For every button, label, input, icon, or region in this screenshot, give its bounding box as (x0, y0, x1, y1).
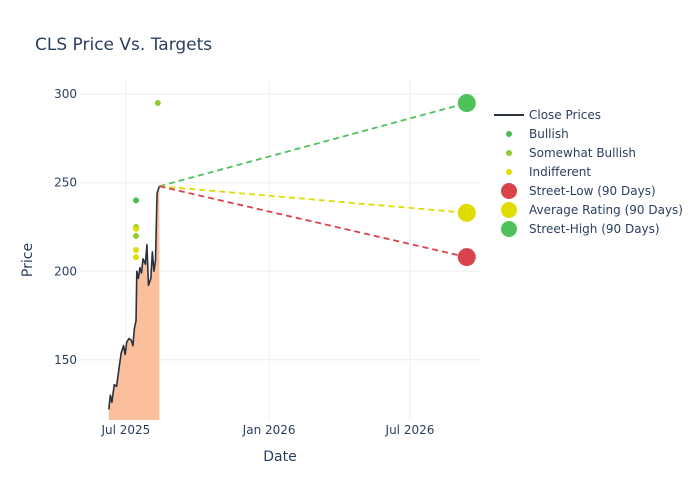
street-low-target-line (159, 185, 467, 258)
legend: Close Prices Bullish Somewhat Bullish Indif… (494, 108, 683, 237)
y-axis-title: Price (20, 243, 36, 277)
rating-points (133, 100, 161, 261)
close-price-line (107, 185, 161, 410)
legend-label: Indifferent (529, 165, 591, 179)
x-tick-label: Jul 2025 (100, 423, 150, 437)
legend-label: Close Prices (529, 108, 601, 122)
legend-marker-swatch (501, 183, 517, 199)
legend-label: Average Rating (90 Days) (529, 203, 683, 217)
street-high-target-marker (457, 94, 476, 113)
legend-item: Close Prices (494, 108, 601, 122)
legend-marker-swatch (506, 169, 512, 175)
legend-item: Street-Low (90 Days) (501, 183, 656, 199)
legend-label: Somewhat Bullish (529, 146, 636, 160)
rating-point (133, 197, 140, 204)
y-tick-label: 300 (54, 87, 77, 101)
price-area (108, 186, 160, 420)
street-low-target-marker (457, 248, 476, 267)
legend-item: Bullish (506, 127, 569, 141)
chart-title: CLS Price Vs. Targets (35, 35, 212, 55)
rating-point (133, 247, 140, 253)
average-rating-target-marker (457, 203, 476, 222)
x-tick-label: Jan 2026 (242, 423, 296, 437)
x-axis-title: Date (263, 449, 296, 465)
axis-ticks: 150 200 250 300 Jul 2025 Jan 2026 Jul 2026 (54, 87, 434, 437)
rating-point (133, 254, 140, 261)
legend-item: Average Rating (90 Days) (501, 202, 683, 218)
legend-label: Street-High (90 Days) (529, 222, 660, 236)
rating-point (133, 225, 140, 232)
legend-marker-swatch (506, 131, 512, 137)
legend-label: Bullish (529, 127, 569, 141)
legend-marker-swatch (501, 221, 517, 237)
target-lines (159, 94, 476, 267)
y-tick-label: 250 (54, 176, 77, 190)
close-price-line-group (107, 185, 161, 410)
y-tick-label: 200 (54, 264, 77, 278)
rating-point (133, 232, 140, 239)
legend-item: Indifferent (506, 165, 591, 179)
average-rating-target-line (159, 185, 467, 214)
rating-point (154, 100, 161, 107)
legend-item: Somewhat Bullish (506, 146, 636, 160)
legend-marker-swatch (501, 202, 517, 218)
legend-label: Street-Low (90 Days) (529, 184, 656, 198)
legend-marker-swatch (506, 150, 512, 156)
x-tick-label: Jul 2026 (385, 423, 435, 437)
street-high-target-line (159, 102, 468, 188)
legend-item: Street-High (90 Days) (501, 221, 660, 237)
price-area-fill (108, 186, 160, 420)
y-tick-label: 150 (54, 353, 77, 367)
